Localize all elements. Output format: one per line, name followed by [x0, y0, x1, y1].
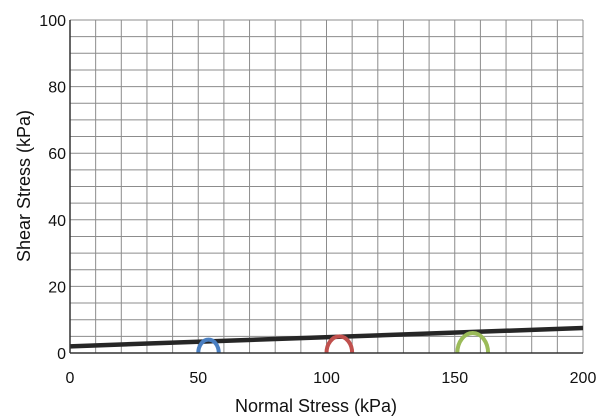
y-tick-label: 80 [48, 80, 66, 97]
grid [69, 19, 584, 354]
axes [69, 20, 583, 354]
x-tick-label: 100 [313, 370, 340, 387]
x-tick-label: 150 [441, 370, 468, 387]
failure-envelope-line [70, 325, 583, 349]
x-tick-label: 0 [66, 370, 75, 387]
x-tick-label: 50 [189, 370, 207, 387]
y-tick-label: 0 [57, 346, 66, 363]
y-tick-label: 100 [39, 13, 66, 30]
y-axis-title: Shear Stress (kPa) [14, 110, 34, 262]
x-axis-title: Normal Stress (kPa) [235, 396, 397, 416]
y-tick-label: 60 [48, 146, 66, 163]
tick-labels: 0 50 100 150 200 0 20 40 60 80 100 [39, 13, 596, 387]
y-tick-label: 40 [48, 213, 66, 230]
mohr-circle [324, 334, 355, 353]
y-tick-label: 20 [48, 279, 66, 296]
x-tick-label: 200 [570, 370, 597, 387]
